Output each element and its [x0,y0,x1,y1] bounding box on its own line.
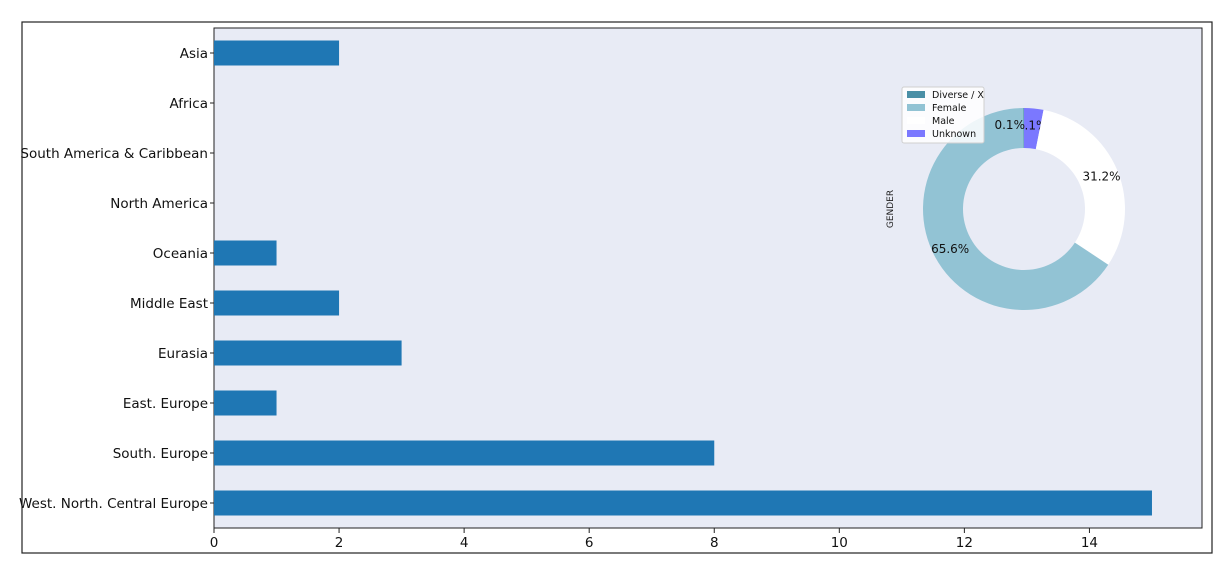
legend-label: Unknown [932,129,976,140]
legend-box [901,86,985,144]
legend-swatch [907,91,925,98]
x-tick-label: 10 [831,535,848,551]
donut-slice [1024,108,1044,150]
x-tick-label: 4 [460,535,469,551]
x-tick-label: 8 [710,535,719,551]
slice-label: 65.6% [931,242,969,256]
x-tick-label: 6 [585,535,594,551]
slice-label: 3.1% [1017,118,1048,132]
category-label: Asia [180,46,208,62]
x-tick-label: 2 [335,535,344,551]
category-label: Eurasia [158,346,208,362]
legend-swatch [907,117,925,124]
bar [214,390,277,416]
donut-slice [1035,109,1126,265]
x-axis: 0 2 4 6 8 10 12 14 [210,528,1098,551]
gender-donut-chart: 3.1% 31.2% 65.6% 0.1% GENDER [886,108,1126,311]
gender-legend: Diverse / X Female Male Unknown [901,86,985,144]
category-label: South. Europe [113,446,208,462]
category-labels: Asia Africa South America & Caribbean North… [19,46,214,512]
x-tick-label: 14 [1081,535,1098,551]
legend-label: Female [932,103,967,114]
category-label: South America & Caribbean [20,146,208,162]
category-label: Africa [169,96,208,112]
category-label: Oceania [153,246,208,262]
bar [214,340,402,366]
legend-swatch [907,104,925,111]
category-label: North America [110,196,208,212]
bar [214,40,340,66]
x-tick-label: 0 [210,535,219,551]
bar [214,490,1152,516]
donut-slice [1023,108,1024,149]
bar-series [214,40,1152,516]
bar [214,240,277,266]
legend-label: Male [932,116,955,127]
bar [214,440,715,466]
legend-label: Diverse / X [932,90,984,101]
category-label: Middle East [130,296,208,312]
category-label: West. North. Central Europe [19,496,208,512]
category-label: East. Europe [123,396,208,412]
bar [214,290,340,316]
legend-swatch [907,130,925,137]
donut-ylabel: GENDER [886,190,896,228]
slice-label: 0.1% [994,118,1025,132]
donut-slice [922,108,1109,311]
x-tick-label: 12 [956,535,973,551]
slice-label: 31.2% [1082,170,1120,184]
